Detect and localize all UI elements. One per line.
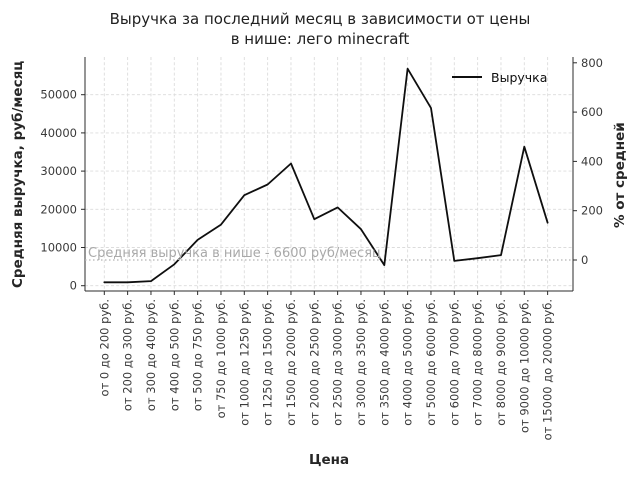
chart-title-line2: в нише: лего minecraft	[230, 30, 410, 48]
x-tick-label: от 400 до 500 руб.	[167, 299, 181, 411]
y-right-tick-label: 400	[581, 154, 603, 168]
x-tick-label: от 3500 до 4000 руб.	[377, 299, 391, 426]
y-right-tick-label: 200	[581, 204, 603, 218]
y-left-tick-label: 40000	[40, 126, 77, 140]
chart-title-line1: Выручка за последний месяц в зависимости…	[109, 10, 531, 28]
x-tick-label: от 1250 до 1500 руб.	[261, 299, 275, 426]
y-right-tick-label: 800	[581, 56, 603, 70]
y-axis-label-right: % от средней	[612, 122, 628, 228]
x-tick-label: от 300 до 400 руб.	[144, 299, 158, 411]
y-left-tick-label: 20000	[40, 202, 77, 216]
legend-label: Выручка	[491, 69, 548, 85]
x-tick-label: от 750 до 1000 руб.	[214, 299, 228, 418]
y-axis-label-left: Средняя выручка, руб/месяц	[10, 60, 26, 288]
y-left-tick-label: 0	[70, 279, 77, 293]
y-left-tick-label: 50000	[40, 88, 77, 102]
x-tick-label: от 5000 до 6000 руб.	[424, 299, 438, 426]
x-tick-label: от 15000 до 20000 руб.	[541, 299, 555, 440]
x-tick-label: от 1500 до 2000 руб.	[284, 299, 298, 426]
x-axis-label: Цена	[308, 452, 350, 468]
y-right-tick-label: 0	[581, 253, 588, 267]
x-tick-label: от 0 до 200 руб.	[97, 299, 111, 396]
y-left-tick-label: 10000	[40, 241, 77, 255]
x-tick-label: от 1000 до 1250 руб.	[237, 299, 251, 426]
x-tick-label: от 2000 до 2500 руб.	[307, 299, 321, 426]
legend: Выручка	[452, 68, 547, 86]
revenue-line	[103, 67, 549, 284]
y-right-tick-label: 600	[581, 105, 603, 119]
x-tick-label: от 7000 до 8000 руб.	[471, 299, 485, 426]
x-tick-label: от 9000 до 10000 руб.	[517, 299, 531, 433]
x-tick-label: от 8000 до 9000 руб.	[494, 299, 508, 426]
chart-title: Выручка за последний месяц в зависимости…	[0, 9, 640, 49]
x-tick-label: от 200 до 300 руб.	[121, 299, 135, 411]
x-tick-label: от 4000 до 5000 руб.	[401, 299, 415, 426]
x-tick-label: от 500 до 750 руб.	[191, 299, 205, 411]
x-tick-label: от 6000 до 7000 руб.	[447, 299, 461, 426]
x-tick-label: от 2500 до 3000 руб.	[331, 299, 345, 426]
average-line-annotation: Средняя выручка в нише - 6600 руб/месяц	[88, 246, 381, 261]
x-tick-label: от 3000 до 3500 руб.	[354, 299, 368, 426]
y-left-tick-label: 30000	[40, 164, 77, 178]
legend-line-sample	[452, 76, 482, 78]
